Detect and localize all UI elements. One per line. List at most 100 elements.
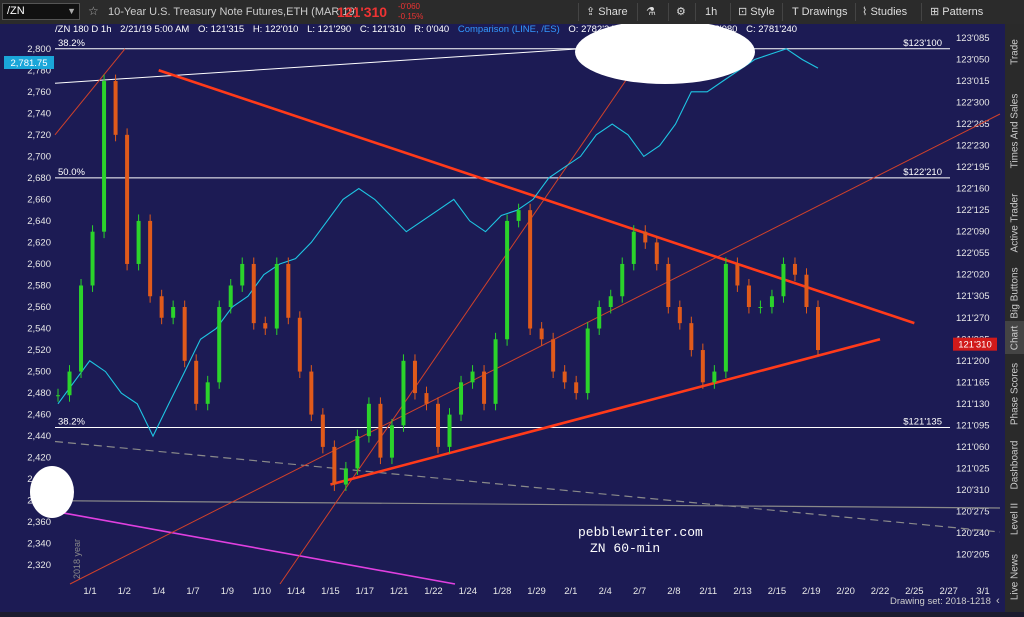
studies-icon: ⌇ [862,6,868,18]
candle-body [343,468,348,485]
x-axis-tick-label: 1/15 [321,586,340,597]
candle-body [493,339,498,404]
x-axis-tick-label: 2/19 [802,586,821,597]
star-icon[interactable]: ☆ [88,4,99,18]
candle-body [735,263,740,286]
sidebar-tab-trade[interactable]: Trade [1005,24,1024,79]
sidebar-tab-level-ii[interactable]: Level II [1005,496,1024,542]
candle-body [677,307,682,324]
right-axis-tick-label: 120'275 [956,506,990,517]
left-axis-tick-label: 2,420 [27,453,51,464]
fib-left-label: 38.2% [58,417,85,428]
right-axis-tick-label: 120'240 [956,528,990,539]
sidebar-tab-big-buttons[interactable]: Big Buttons [1005,264,1024,321]
labels-layer: 38.2% $123'100 50.0% $122'210 38.2% $121'135 2… [4,20,1000,607]
left-axis-tick-label: 2,800 [27,44,51,55]
candle-body [597,307,602,329]
chart-background [0,24,1005,612]
sidebar-tab-label: Phase Scores [1009,362,1020,426]
right-axis-tick-label: 122'055 [956,248,990,259]
right-axis-tick-label: 122'265 [956,119,990,130]
candle-body [171,307,176,318]
candle-body [67,371,72,396]
sidebar-tab-active-trader[interactable]: Active Trader [1005,182,1024,264]
candle-body [562,371,567,383]
left-axis-tick-label: 2,780 [27,65,51,76]
x-axis-tick-label: 2/8 [667,586,680,597]
left-axis-tick-label: 2,680 [27,173,51,184]
flask-button[interactable]: ⚗ [646,0,656,24]
x-axis-tick-label: 1/2 [118,586,131,597]
candle-body [792,263,797,275]
sidebar-tab-live-news[interactable]: Live News [1005,542,1024,612]
right-axis-tick-label: 122'160 [956,184,990,195]
watermark-line1: pebblewriter.com [578,525,703,540]
left-axis-tick-label: 2,360 [27,517,51,528]
drawings-icon: T [792,6,799,18]
white-blob [575,20,755,84]
share-icon: ⇪ [586,6,596,18]
left-axis-tick-label: 2,320 [27,560,51,571]
chart-svg[interactable]: 2,3202,3402,3602,3802,4002,4202,4402,460… [0,20,1005,612]
candle-body [240,263,245,286]
candle-body [539,328,544,340]
interval-selector[interactable]: 1h [705,0,717,24]
hud-low: L: 121'290 [307,24,352,35]
candle-body [251,263,256,324]
hud-close: C: 121'310 [359,24,406,35]
percent-change: -0.15% [398,12,424,21]
studies-button[interactable]: ⌇ Studies [862,0,907,24]
fib-left-label: 50.0% [58,167,85,178]
drawings-button[interactable]: T Drawings [792,0,847,24]
last-price-marker: 121'310 [953,337,997,351]
right-axis-tick-label: 121'200 [956,356,990,367]
sidebar-tab-phase-scores[interactable]: Phase Scores [1005,354,1024,434]
sidebar-tab-label: Chart [1009,325,1020,350]
right-axis-tick-label: 123'085 [956,33,990,44]
toolbar-separator [695,3,696,21]
sidebar-tab-dashboard[interactable]: Dashboard [1005,434,1024,496]
candle-body [585,328,590,394]
right-axis-tick-label: 121'095 [956,420,990,431]
fib-right-label: $123'100 [903,38,942,49]
candle-body [816,307,820,351]
sidebar-tab-chart[interactable]: Chart [1005,321,1024,354]
candle-body [355,436,360,469]
hud-high: H: 122'010 [252,24,299,35]
fib-right-label: $122'210 [903,167,942,178]
x-axis-tick-label: 1/14 [287,586,306,597]
left-axis-tick-label: 2,560 [27,302,51,313]
candle-body [378,403,383,458]
toolbar: /ZN ▼ ☆ 10-Year U.S. Treasury Note Futur… [0,0,1024,24]
chart-area[interactable]: 2,3202,3402,3602,3802,4002,4202,4402,460… [0,20,1005,612]
share-button[interactable]: ⇪ Share [586,0,628,24]
sidebar-tab-label: Live News [1009,553,1020,601]
left-axis-tick-label: 2,480 [27,388,51,399]
chevron-left-icon: ‹ [996,595,1000,607]
candle-body [389,425,394,458]
channel-line [69,113,1001,585]
chevron-down-icon: ▼ [67,6,76,16]
sidebar-tab-label: Times And Sales [1009,93,1020,168]
patterns-button[interactable]: ⊞ Patterns [930,0,983,24]
candle-body [723,263,728,372]
axes-layer: 2,3202,3402,3602,3802,4002,4202,4402,460… [27,33,989,597]
flask-icon: ⚗ [646,6,656,18]
sidebar-tab-times-and-sales[interactable]: Times And Sales [1005,79,1024,182]
left-axis-tick-label: 2,340 [27,539,51,550]
grey-dashed-line [54,440,1001,533]
settings-button[interactable]: ⚙ [676,0,686,24]
candle-body [228,285,233,307]
gear-icon: ⚙ [676,6,686,18]
interval-label: 1h [705,6,718,18]
drawings-layer [54,37,1001,585]
comparison-marker-text: 2,781.75 [11,58,48,69]
candle-body [700,350,705,383]
candle-body [366,403,371,437]
style-button[interactable]: ⊡ Style [738,0,775,24]
share-label: Share [598,6,628,18]
candle-body [332,446,337,485]
candle-body [286,263,291,318]
symbol-selector[interactable]: /ZN ▼ [2,3,80,20]
right-axis-tick-label: 120'205 [956,549,990,560]
